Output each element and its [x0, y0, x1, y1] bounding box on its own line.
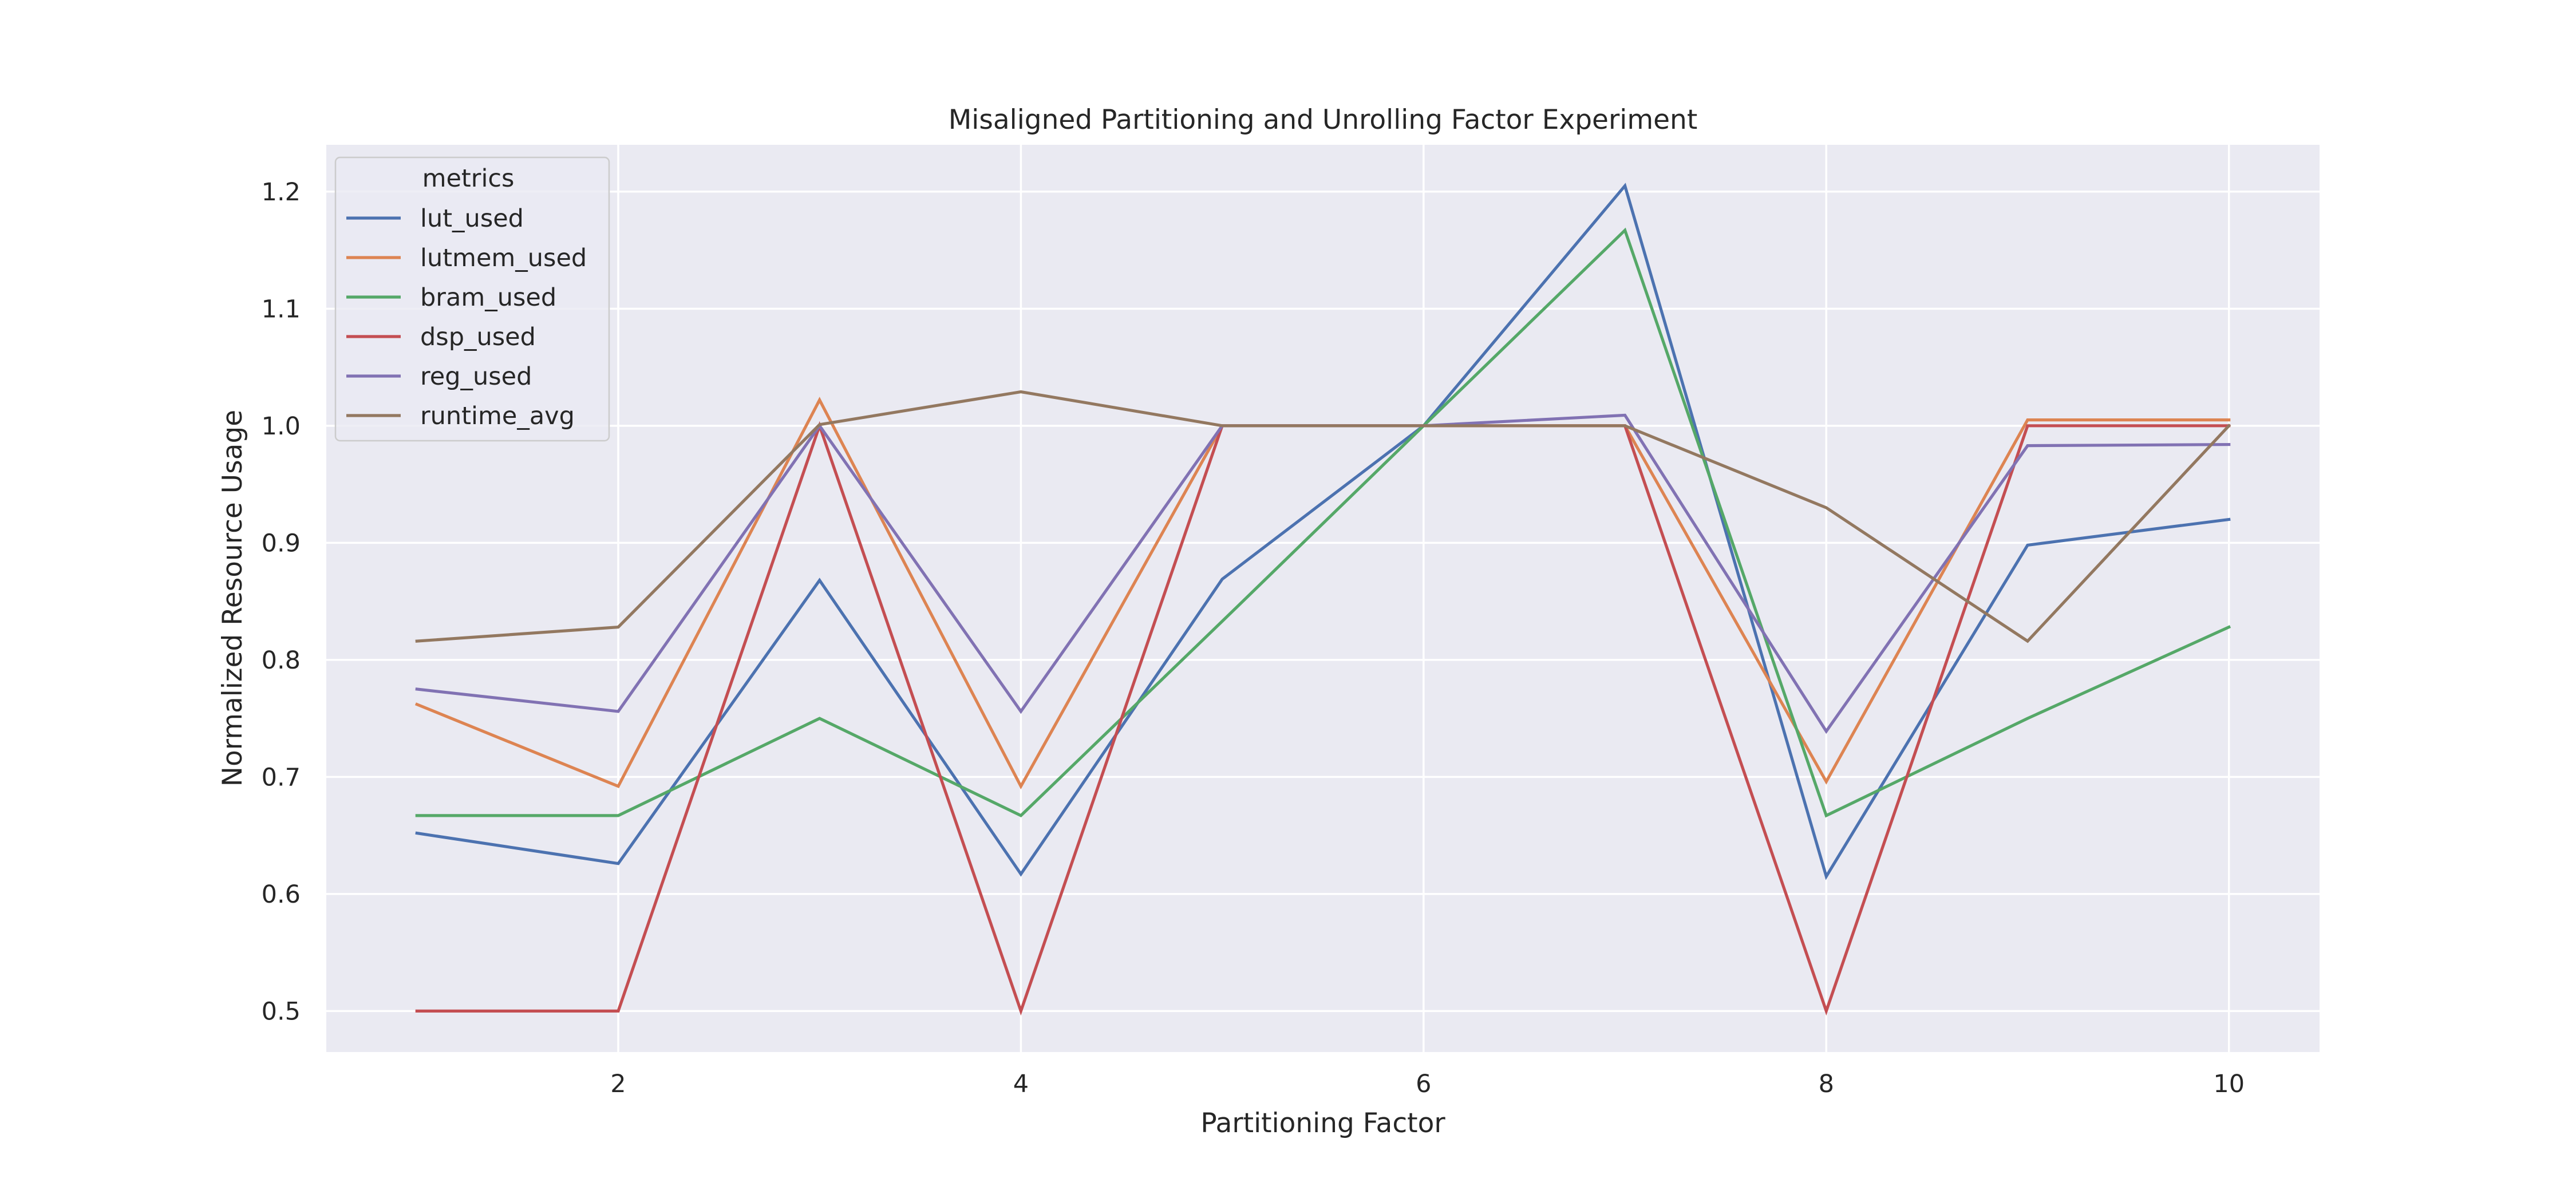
legend-label-dsp-used: dsp_used	[420, 323, 536, 351]
x-tick-label: 2	[610, 1070, 626, 1098]
legend-label-reg-used: reg_used	[420, 362, 532, 391]
series-line-bram-used	[415, 227, 2231, 818]
y-tick-label: 0.8	[262, 646, 301, 675]
legend-title: metrics	[422, 164, 515, 193]
legend-label-lutmem-used: lutmem_used	[420, 244, 587, 272]
y-tick-label: 0.6	[262, 880, 301, 909]
series-layer	[414, 183, 2231, 1016]
y-tick-label: 1.2	[262, 178, 301, 207]
x-tick-label: 6	[1416, 1070, 1431, 1098]
legend-box	[334, 156, 610, 442]
legend-label-lut-used: lut_used	[420, 204, 524, 233]
legend-label-runtime-avg: runtime_avg	[420, 402, 575, 430]
y-tick-label: 0.5	[262, 997, 301, 1026]
y-axis-ticks: 0.5 0.6 0.7 0.8 0.9 1.0 1.1 1.2	[262, 178, 301, 1026]
legend: metrics lut_used lutmem_used bram_used dsp_…	[334, 156, 610, 442]
x-tick-label: 10	[2213, 1070, 2245, 1098]
y-tick-label: 0.9	[262, 529, 301, 557]
series-line-runtime-avg	[415, 390, 2231, 643]
chart-title: Misaligned Partitioning and Unrolling Fa…	[949, 104, 1698, 136]
x-axis-ticks: 2 4 6 8 10	[610, 1070, 2245, 1098]
legend-label-bram-used: bram_used	[420, 283, 556, 312]
y-tick-label: 1.0	[262, 412, 301, 441]
y-axis-label: Normalized Resource Usage	[217, 410, 248, 786]
x-axis-label: Partitioning Factor	[1200, 1108, 1445, 1139]
y-tick-label: 0.7	[262, 763, 301, 792]
x-tick-label: 4	[1013, 1070, 1029, 1098]
legend-entries: lut_used lutmem_used bram_used dsp_used reg_…	[346, 204, 587, 430]
x-tick-label: 8	[1819, 1070, 1834, 1098]
y-tick-label: 1.1	[262, 295, 301, 323]
plot-area	[326, 145, 2320, 1052]
